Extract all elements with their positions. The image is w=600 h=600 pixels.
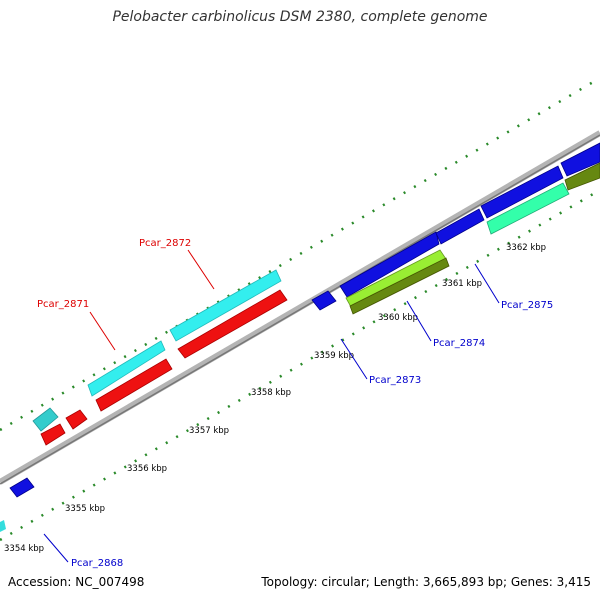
genome-stats: Topology: circular; Length: 3,665,893 bp…	[261, 575, 591, 589]
forward-cds	[435, 208, 485, 245]
leader-line	[406, 300, 432, 342]
cyan-feature	[169, 269, 282, 342]
olive-feature	[564, 162, 600, 191]
accession-text: Accession: NC_007498	[8, 575, 145, 589]
leader-line	[187, 249, 215, 290]
scale-label: 3359 kbp	[314, 351, 354, 361]
scale-label: 3356 kbp	[127, 464, 167, 474]
scale-label: 3360 kbp	[378, 313, 418, 323]
olive-feature	[349, 257, 450, 315]
scale-label: 3358 kbp	[251, 388, 291, 398]
leader-line	[43, 533, 69, 563]
scale-label: 3362 kbp	[506, 243, 546, 253]
tick-track-outer	[0, 76, 600, 432]
reverse-cds	[40, 423, 66, 446]
reverse-cds	[95, 358, 173, 412]
genome-backbone-shade	[0, 134, 600, 485]
scale-label: 3361 kbp	[442, 279, 482, 289]
forward-cds	[560, 142, 600, 177]
genome-backbone	[0, 130, 600, 485]
gene-label[interactable]: Pcar_2875	[501, 300, 553, 311]
mint-feature	[486, 182, 570, 235]
gene-label[interactable]: Pcar_2872	[139, 238, 191, 249]
scale-label: 3355 kbp	[65, 504, 105, 514]
forward-cds	[339, 231, 440, 298]
cyan-feature	[32, 407, 59, 432]
leader-line	[340, 338, 368, 380]
gene-label[interactable]: Pcar_2874	[433, 338, 485, 349]
gene-label[interactable]: Pcar_2868	[71, 558, 123, 569]
forward-cds	[9, 477, 35, 498]
map-title: Pelobacter carbinolicus DSM 2380, comple…	[112, 9, 488, 25]
leader-line	[89, 311, 116, 351]
cyan-feature	[87, 340, 166, 397]
scale-label: 3354 kbp	[4, 544, 44, 554]
leader-line	[474, 263, 500, 304]
gene-label[interactable]: Pcar_2873	[369, 375, 421, 386]
scale-label: 3357 kbp	[189, 426, 229, 436]
forward-cds	[311, 290, 337, 311]
cyan-feature	[0, 520, 6, 532]
reverse-cds	[65, 409, 88, 430]
gene-label[interactable]: Pcar_2871	[37, 299, 89, 310]
forward-cds	[480, 165, 564, 219]
reverse-cds	[177, 289, 288, 359]
